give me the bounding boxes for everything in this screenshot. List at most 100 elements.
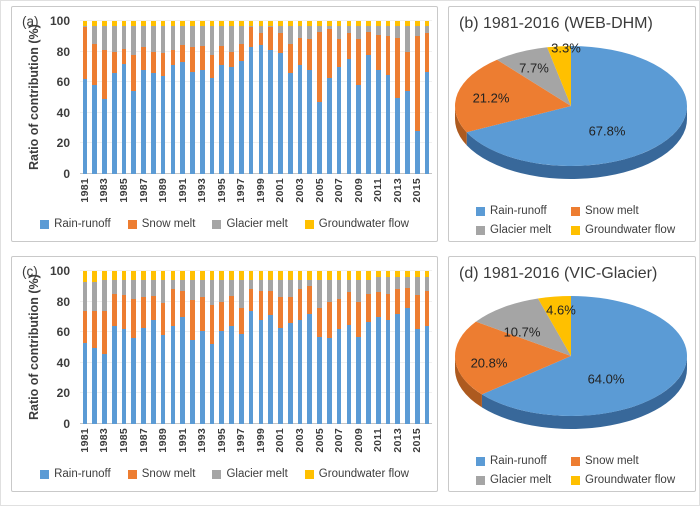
pie-chart-svg [455, 296, 688, 429]
bar-segment [229, 280, 234, 296]
legend-label: Rain-runoff [490, 205, 547, 217]
bar-cell [315, 271, 325, 424]
bar-segment [385, 277, 391, 294]
bar-segment [141, 297, 146, 328]
bar-segment [307, 69, 313, 174]
pie-percent-label: 7.7% [519, 60, 549, 76]
bar-segment [248, 271, 254, 281]
bar-segment [278, 280, 283, 298]
bar-segment [375, 69, 381, 174]
bar-segment [297, 289, 303, 320]
bar-segment [258, 21, 264, 26]
bar-segment [82, 27, 88, 80]
bar-1993 [199, 271, 205, 424]
bar-cell [334, 271, 344, 424]
x-tick-label: 2005 [313, 178, 326, 203]
bar-2001 [278, 271, 283, 424]
bar-segment [131, 54, 137, 92]
bar-2006 [327, 21, 332, 174]
bar-segment [102, 25, 107, 51]
bar-cell [139, 21, 149, 174]
bar-segment [180, 280, 185, 291]
bar-segment [111, 51, 117, 74]
bar-segment [190, 339, 195, 424]
bar-segment [366, 271, 371, 281]
bar-segment [258, 280, 264, 291]
bar-segment [248, 25, 254, 28]
x-tick-label: 2001 [274, 178, 287, 203]
bar-cell [334, 21, 344, 174]
bar-segment [395, 277, 401, 290]
y-axis-ticks: 0 20 40 60 80 100 [42, 265, 74, 430]
bar-segment [209, 280, 215, 305]
x-tick-label: 1993 [196, 178, 209, 203]
bar-cell [383, 21, 393, 174]
bar-2010 [366, 271, 371, 424]
bar-segment [248, 289, 254, 311]
x-tick-label: 2001 [274, 428, 287, 453]
x-tick-label: 2009 [352, 178, 365, 203]
bar-cell [295, 21, 305, 174]
legend-swatch [476, 456, 485, 466]
bar-segment [287, 21, 293, 26]
bar-segment [366, 54, 371, 174]
bar-segment [160, 53, 166, 77]
chart-legend: Rain-runoff Snow melt Glacier melt Groundwa… [12, 218, 437, 230]
bar-segment [170, 50, 176, 66]
bar-segment [141, 69, 146, 174]
bar-2009 [356, 21, 361, 174]
bar-segment [82, 79, 88, 174]
bar-segment [375, 21, 381, 26]
bar-segment [307, 313, 313, 424]
bar-segment [405, 307, 410, 424]
bar-segment [151, 21, 156, 26]
bar-segment [219, 280, 225, 302]
bar-segment [356, 271, 361, 281]
bar-segment [209, 77, 215, 174]
chart-legend: Rain-runoff Snow melt Glacier melt Groundwa… [12, 468, 437, 480]
bar-1995 [219, 21, 225, 174]
bar-segment [209, 344, 215, 424]
bar-1993 [199, 21, 205, 174]
bar-segment [415, 36, 420, 132]
bar-segment [190, 271, 195, 281]
bar-segment [102, 50, 107, 100]
legend-label: Snow melt [141, 218, 196, 230]
bar-segment [395, 21, 401, 26]
bar-segment [307, 21, 313, 26]
bar-2014 [405, 21, 410, 174]
bar-segment [366, 25, 371, 32]
pie-chart-svg [454, 46, 687, 180]
bar-segment [297, 21, 303, 26]
x-tick-label: 1997 [235, 428, 248, 453]
bar-segment [268, 50, 273, 174]
bar-2005 [317, 21, 322, 174]
bar-segment [356, 39, 361, 86]
bar-segment [92, 347, 97, 424]
pie-percent-label: 67.8% [588, 123, 626, 139]
y-tick-label: 100 [49, 264, 70, 278]
bar-segment [258, 33, 264, 46]
bar-segment [336, 66, 342, 174]
bar-segment [92, 271, 97, 282]
bar-cell [188, 21, 198, 174]
bar-segment [199, 21, 205, 26]
bars [80, 21, 432, 174]
bar-segment [336, 271, 342, 281]
pie-slice-Rain-runoff [466, 46, 687, 166]
bar-cell [227, 21, 237, 174]
gridline [80, 20, 432, 21]
bar-segment [385, 36, 391, 75]
bar-segment [180, 45, 185, 63]
pie-legend: Rain-runoff Snow melt Glacier melt Groundwa… [476, 455, 675, 486]
x-tick-label: 1991 [176, 428, 189, 453]
bar-segment [92, 85, 97, 174]
bar-segment [199, 280, 205, 298]
x-tick-label: 2009 [352, 428, 365, 453]
bar-cell [315, 21, 325, 174]
legend-label: Snow melt [585, 455, 639, 467]
bar-segment [160, 303, 166, 336]
bar-segment [278, 25, 283, 34]
bar-segment [229, 295, 234, 327]
gridline [80, 361, 432, 363]
